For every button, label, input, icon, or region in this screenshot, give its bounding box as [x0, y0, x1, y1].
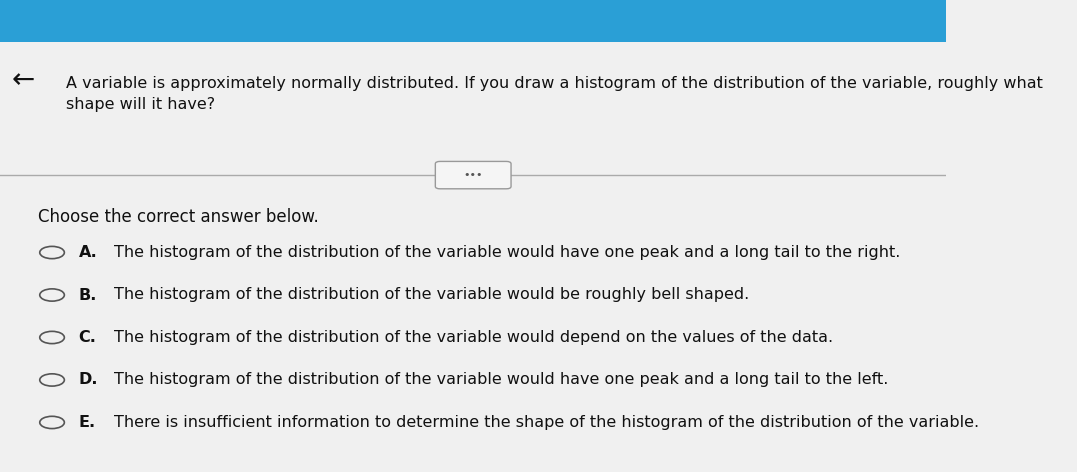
Text: C.: C. — [79, 330, 97, 345]
Text: D.: D. — [79, 372, 98, 388]
Text: The histogram of the distribution of the variable would be roughly bell shaped.: The histogram of the distribution of the… — [113, 287, 749, 303]
FancyBboxPatch shape — [435, 161, 512, 189]
Text: The histogram of the distribution of the variable would have one peak and a long: The histogram of the distribution of the… — [113, 372, 887, 388]
Text: B.: B. — [79, 287, 97, 303]
Text: The histogram of the distribution of the variable would have one peak and a long: The histogram of the distribution of the… — [113, 245, 900, 260]
Text: •••: ••• — [463, 169, 482, 180]
Text: A.: A. — [79, 245, 97, 260]
Text: The histogram of the distribution of the variable would depend on the values of : The histogram of the distribution of the… — [113, 330, 833, 345]
FancyBboxPatch shape — [0, 0, 947, 42]
Text: E.: E. — [79, 415, 96, 430]
Text: Choose the correct answer below.: Choose the correct answer below. — [38, 208, 319, 226]
Text: A variable is approximately normally distributed. If you draw a histogram of the: A variable is approximately normally dis… — [67, 76, 1044, 111]
Text: There is insufficient information to determine the shape of the histogram of the: There is insufficient information to det… — [113, 415, 979, 430]
Text: ←: ← — [12, 66, 36, 94]
